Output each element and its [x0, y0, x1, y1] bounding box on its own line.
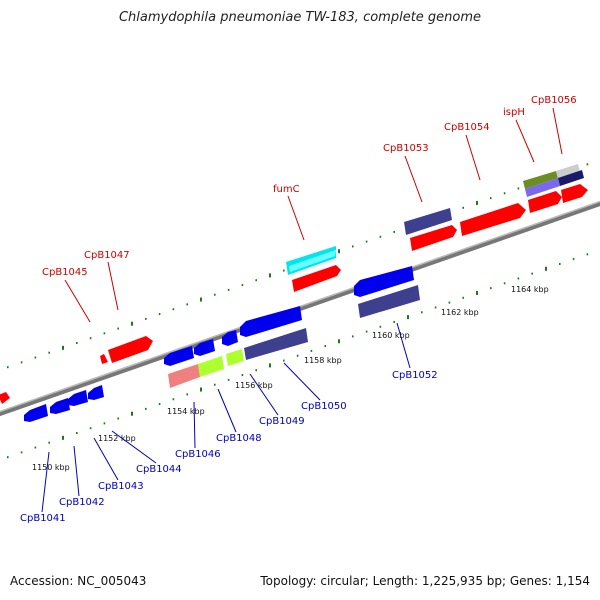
gene-label[interactable]: CpB1044	[136, 464, 182, 475]
gene-reverse[interactable]	[24, 404, 48, 422]
gene-forward[interactable]	[525, 178, 560, 197]
scale-label: 1164 kbp	[511, 285, 549, 294]
gene-forward[interactable]	[292, 265, 341, 292]
scale-label: 1154 kbp	[167, 407, 205, 416]
gene-forward[interactable]	[100, 354, 108, 364]
gene-reverse[interactable]	[222, 330, 238, 346]
gene-reverse[interactable]	[194, 339, 215, 356]
label-leader-line	[283, 362, 321, 401]
scale-label: 1156 kbp	[235, 381, 273, 390]
gene-forward[interactable]	[108, 336, 153, 363]
gene-forward[interactable]	[556, 164, 580, 179]
label-leaders	[41, 107, 563, 513]
label-leader-line	[64, 279, 91, 323]
gene-forward[interactable]	[410, 225, 457, 251]
gene-label[interactable]: CpB1049	[259, 416, 305, 427]
gene-forward[interactable]	[0, 392, 10, 404]
gene-reverse[interactable]	[50, 398, 70, 414]
gene-forward[interactable]	[404, 208, 452, 235]
gene-forward[interactable]	[460, 203, 526, 236]
map-title: Chlamydophila pneumoniae TW-183, complet…	[118, 10, 482, 25]
gene-forward[interactable]	[528, 191, 562, 213]
label-leader-line	[515, 119, 535, 163]
scale-label: 1152 kbp	[98, 434, 136, 443]
gene-label[interactable]: fumC	[273, 184, 300, 195]
scale-label: 1150 kbp	[32, 463, 70, 472]
label-leader-line	[396, 322, 411, 369]
gene-forward[interactable]	[523, 171, 558, 189]
forward-genes	[0, 164, 588, 404]
gene-reverse[interactable]	[168, 364, 200, 388]
gene-forward[interactable]	[561, 184, 588, 203]
gene-label[interactable]: CpB1045	[42, 267, 88, 278]
gene-label[interactable]: CpB1043	[98, 481, 144, 492]
label-leader-line	[249, 373, 279, 416]
gene-reverse[interactable]	[240, 306, 302, 337]
genome-summary-text: Topology: circular; Length: 1,225,935 bp…	[260, 574, 590, 588]
gene-forward[interactable]	[558, 170, 584, 186]
gene-label[interactable]: CpB1048	[216, 433, 262, 444]
reverse-tick-track	[7, 253, 589, 459]
label-leader-line	[107, 261, 119, 311]
gene-label[interactable]: CpB1050	[301, 401, 347, 412]
gene-label[interactable]: CpB1047	[84, 250, 130, 261]
gene-label[interactable]: CpB1041	[20, 513, 66, 524]
gene-reverse[interactable]	[354, 266, 414, 297]
scale-labels: 1150 kbp 1152 kbp 1154 kbp 1156 kbp 1158…	[32, 285, 549, 472]
forward-gene-labels: CpB1045 CpB1047 fumC CpB1053 CpB1054 isp…	[42, 95, 577, 278]
gene-label[interactable]: CpB1053	[383, 143, 429, 154]
label-leader-line	[465, 134, 481, 181]
gene-label[interactable]: CpB1042	[59, 497, 105, 508]
reverse-gene-labels: CpB1041 CpB1042 CpB1043 CpB1044 CpB1046 …	[20, 370, 438, 524]
gene-reverse[interactable]	[358, 285, 420, 318]
forward-tick-track	[7, 163, 589, 369]
gene-reverse[interactable]	[164, 346, 194, 366]
scale-label: 1158 kbp	[304, 356, 342, 365]
label-leader-line	[217, 388, 237, 433]
gene-label[interactable]: CpB1052	[392, 370, 438, 381]
gene-label[interactable]: CpB1054	[444, 122, 490, 133]
accession-text: Accession: NC_005043	[10, 574, 147, 588]
gene-reverse[interactable]	[198, 356, 224, 377]
gene-reverse[interactable]	[244, 328, 308, 360]
label-leader-line	[93, 437, 119, 481]
gene-label[interactable]: CpB1046	[175, 449, 221, 460]
scale-label: 1162 kbp	[441, 308, 479, 317]
label-leader-line	[193, 401, 196, 449]
scale-label: 1160 kbp	[372, 331, 410, 340]
label-leader-line	[404, 155, 423, 203]
label-leader-line	[73, 445, 80, 497]
gene-label[interactable]: CpB1056	[531, 95, 577, 106]
label-leader-line	[287, 195, 305, 241]
gene-label[interactable]: ispH	[503, 107, 525, 118]
gene-reverse[interactable]	[88, 385, 104, 400]
label-leader-line	[41, 451, 50, 513]
gene-forward[interactable]	[289, 250, 336, 272]
gene-reverse[interactable]	[226, 349, 244, 366]
label-leader-line	[111, 430, 157, 464]
label-leader-line	[552, 107, 563, 155]
gene-reverse[interactable]	[68, 390, 88, 406]
reverse-genes	[24, 266, 420, 422]
